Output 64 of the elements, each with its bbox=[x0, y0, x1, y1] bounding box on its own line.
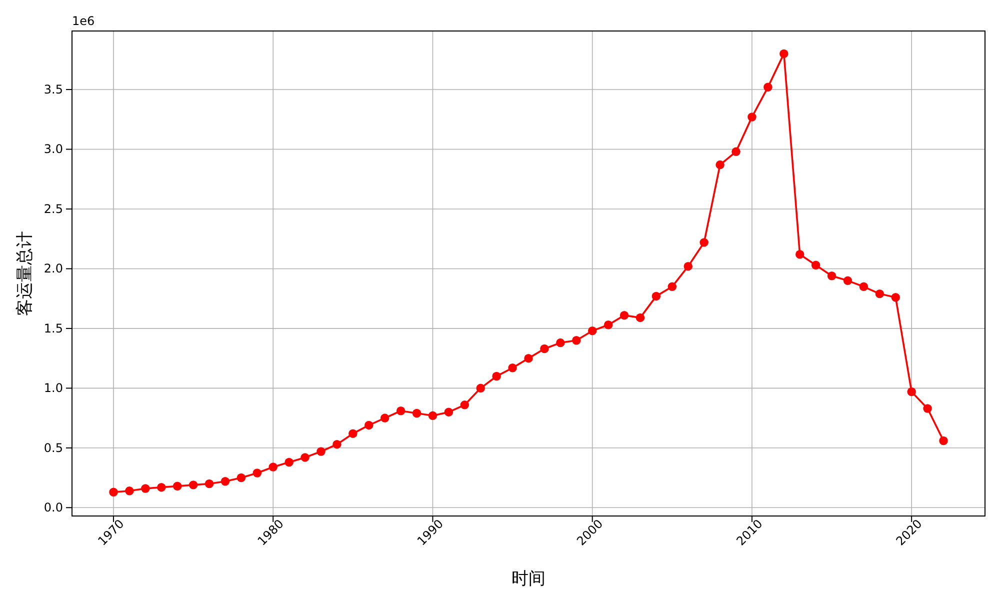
point bbox=[348, 429, 358, 438]
point bbox=[204, 479, 214, 488]
point bbox=[524, 354, 533, 363]
y-axis-title: 客运量总计 bbox=[15, 231, 35, 316]
point bbox=[268, 462, 278, 472]
point bbox=[396, 406, 406, 416]
point bbox=[188, 480, 198, 490]
point bbox=[604, 320, 613, 330]
point bbox=[827, 272, 836, 280]
point bbox=[332, 440, 342, 449]
point bbox=[141, 484, 150, 493]
point bbox=[843, 276, 852, 286]
point bbox=[795, 250, 804, 259]
point bbox=[380, 414, 390, 422]
point bbox=[572, 336, 581, 345]
point bbox=[284, 458, 294, 467]
point bbox=[684, 262, 692, 271]
y-tick-label: 0.0 bbox=[44, 500, 63, 514]
point bbox=[764, 82, 772, 92]
y-tick-label: 0.5 bbox=[44, 440, 63, 455]
y-tick-label: 1.0 bbox=[44, 381, 63, 396]
point bbox=[125, 486, 134, 496]
point bbox=[316, 447, 326, 456]
point bbox=[780, 49, 788, 58]
text: 1e6 bbox=[72, 14, 95, 28]
point bbox=[300, 453, 310, 462]
point bbox=[875, 289, 884, 298]
y-tick-label: 2.0 bbox=[44, 262, 63, 276]
point bbox=[652, 292, 661, 301]
point bbox=[444, 408, 454, 416]
y-tick-label: 3.5 bbox=[44, 82, 63, 96]
point bbox=[252, 468, 262, 478]
point bbox=[172, 482, 182, 490]
point bbox=[364, 420, 374, 430]
point bbox=[811, 260, 820, 270]
point bbox=[748, 112, 756, 122]
x-axis-title: 时间 bbox=[512, 569, 546, 589]
y-tick-label: 1.5 bbox=[44, 321, 63, 336]
point bbox=[907, 387, 916, 396]
point bbox=[540, 344, 549, 354]
y-tick-label: 2.5 bbox=[44, 202, 63, 216]
point bbox=[668, 282, 677, 291]
point bbox=[716, 160, 724, 170]
point bbox=[732, 147, 740, 156]
point bbox=[939, 436, 948, 446]
point bbox=[620, 310, 629, 320]
point bbox=[891, 293, 900, 302]
point bbox=[428, 411, 438, 420]
point bbox=[508, 364, 517, 372]
point bbox=[556, 338, 565, 348]
point bbox=[157, 482, 166, 492]
y-tick-label: 3.0 bbox=[44, 142, 63, 156]
point bbox=[923, 404, 932, 413]
point bbox=[588, 326, 597, 336]
point bbox=[700, 238, 708, 247]
point bbox=[476, 384, 485, 393]
point bbox=[236, 473, 246, 482]
point bbox=[412, 408, 422, 418]
point bbox=[859, 282, 868, 291]
point bbox=[109, 488, 118, 496]
point bbox=[460, 400, 470, 410]
point bbox=[636, 313, 645, 322]
point bbox=[220, 476, 230, 486]
point bbox=[492, 372, 501, 381]
